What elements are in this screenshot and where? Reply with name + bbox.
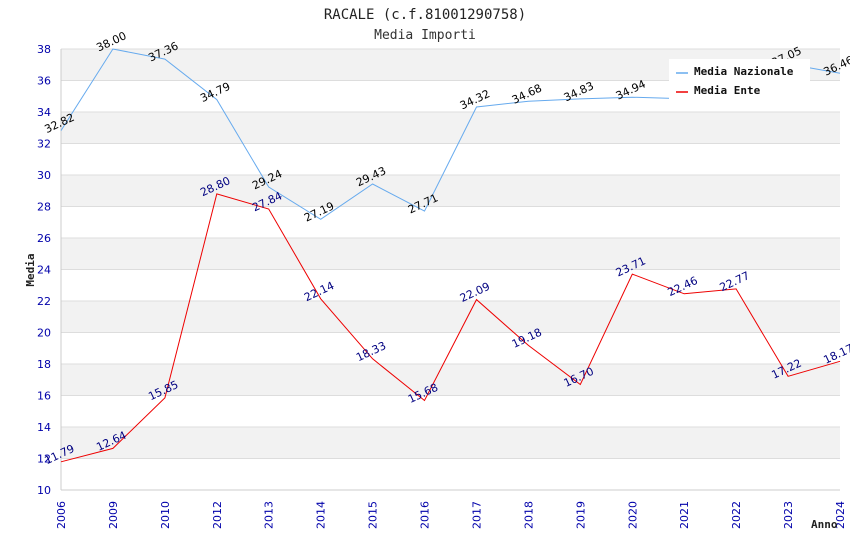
x-tick-label: 2015 [367,501,380,529]
data-label: 22.46 [666,274,700,299]
y-tick-label: 38 [37,43,51,56]
chart-title: RACALE (c.f.81001290758) [324,7,526,23]
grid-band [61,238,840,270]
y-tick-label: 18 [37,358,51,371]
y-tick-label: 26 [37,232,51,245]
legend-label-media-ente: Media Ente [694,84,761,97]
x-tick-label: 2023 [782,501,795,529]
x-tick-label: 2019 [574,501,587,529]
x-axis-label: Anno [811,518,838,531]
x-tick-label: 2021 [678,501,691,529]
y-tick-label: 12 [37,453,51,466]
grid-band [61,427,840,459]
y-tick-labels: 10 12 14 16 18 20 22 24 26 28 30 32 34 36 38 [37,43,51,497]
y-tick-label: 32 [37,138,51,151]
x-tick-label: 2009 [107,501,120,529]
x-tick-label: 2013 [263,501,276,529]
y-tick-label: 20 [37,327,51,340]
axes [60,49,840,491]
x-tick-label: 2024 [834,501,847,529]
data-label: 34.79 [198,80,232,105]
y-tick-label: 16 [37,390,51,403]
x-tick-label: 2020 [626,501,639,529]
data-label: 22.14 [302,279,336,304]
chart-subtitle: Media Importi [374,28,476,43]
data-label: 34.83 [562,79,596,104]
y-tick-label: 10 [37,484,51,497]
y-tick-label: 34 [37,106,51,119]
x-tick-labels: 2006 2009 2010 2012 2013 2014 2015 2016 2017 2018… [55,501,847,529]
grid-lines [61,48,840,491]
x-tick-label: 2018 [522,501,535,529]
x-tick-label: 2012 [211,501,224,529]
x-tick-label: 2017 [470,501,483,529]
grid-band [61,112,840,144]
legend-label-media-nazionale: Media Nazionale [694,65,794,78]
legend-box [669,59,810,101]
x-tick-label: 2010 [159,501,172,529]
y-tick-label: 24 [37,264,51,277]
x-tick-label: 2014 [315,501,328,529]
grid-bands [61,49,840,459]
y-tick-label: 30 [37,169,51,182]
x-tick-label: 2016 [419,501,432,529]
grid-band [61,301,840,333]
y-tick-label: 36 [37,75,51,88]
y-tick-label: 22 [37,295,51,308]
grid-band [61,364,840,396]
x-tick-label: 2006 [55,501,68,529]
data-label: 34.68 [510,82,544,107]
grid-band [61,175,840,207]
x-tick-label: 2022 [730,501,743,529]
y-tick-label: 14 [37,421,51,434]
series-line-media-ente [60,193,841,463]
legend: Media Nazionale Media Ente [669,59,810,101]
data-label: 34.94 [614,77,648,102]
y-tick-label: 28 [37,201,51,214]
data-label: 11.79 [42,442,76,467]
y-axis-label: Media [24,253,37,286]
data-label: 34.32 [458,87,492,112]
data-label: 22.77 [718,269,752,294]
